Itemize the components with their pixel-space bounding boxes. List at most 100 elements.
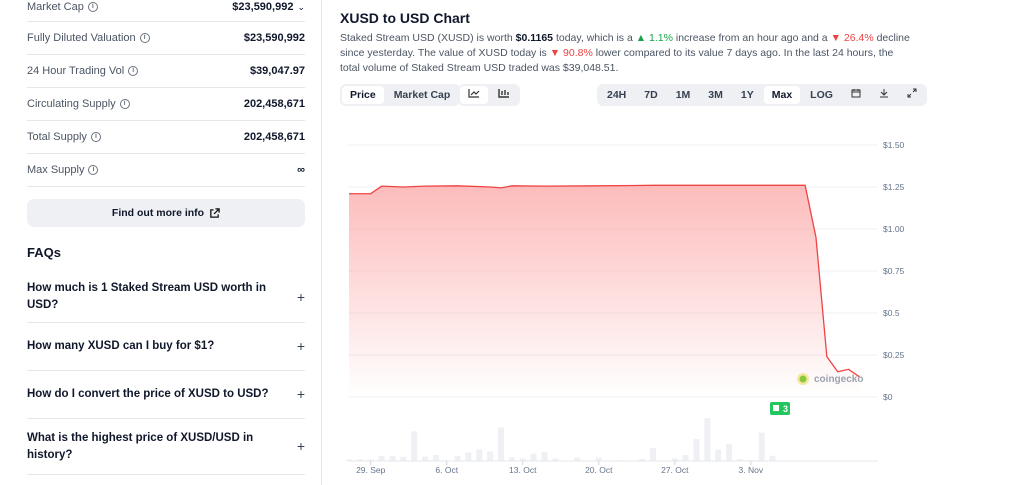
volume-bar (682, 454, 689, 461)
volume-bar (595, 457, 602, 461)
stat-value: $23,590,992 (232, 1, 294, 13)
chart-type-tabs (458, 84, 520, 106)
stat-label: Max Supply (27, 164, 85, 176)
coingecko-watermark: coingecko (814, 374, 863, 385)
volume-bar (715, 449, 722, 461)
info-icon[interactable]: i (90, 132, 101, 142)
y-tick-label: $0.75 (883, 266, 905, 276)
range-log[interactable]: LOG (810, 89, 833, 101)
download-icon (879, 89, 888, 98)
stat-value: $23,590,992 (243, 32, 305, 44)
y-tick-label: $0.25 (883, 350, 905, 360)
price-line (349, 184, 860, 378)
volume-bar (758, 432, 765, 461)
y-tick-label: $0.5 (883, 308, 900, 318)
tab-price[interactable]: Price (342, 86, 384, 104)
faq-question: How many XUSD can I buy for $1? (27, 340, 215, 352)
volume-bar (530, 453, 537, 461)
tab-market-cap[interactable]: Market Cap (393, 89, 451, 101)
range-24h[interactable]: 24H (607, 89, 627, 101)
line-chart-icon (468, 89, 480, 98)
calendar-icon (851, 89, 861, 98)
faq-item[interactable]: How much is 1 Staked Stream USD worth in… (27, 266, 305, 323)
faq-item[interactable]: How many XUSD can I buy for $1? + (27, 323, 305, 371)
info-icon[interactable]: i (87, 2, 98, 12)
volume-bar (432, 454, 439, 461)
price-area (349, 185, 860, 397)
candlestick-icon (498, 89, 509, 98)
find-more-info-button[interactable]: Find out more info (27, 199, 305, 227)
find-more-info-label: Find out more info (111, 207, 205, 219)
stat-label: Fully Diluted Valuation (27, 32, 136, 44)
volume-bar (411, 431, 418, 461)
x-tick-label: 3. Nov (739, 465, 764, 475)
volume-bar (541, 451, 548, 461)
y-tick-label: $1.50 (883, 140, 905, 150)
x-tick-label: 20. Oct (585, 465, 613, 475)
stat-label: Market Cap (27, 1, 84, 13)
info-icon[interactable]: i (88, 165, 99, 175)
volume-bar (769, 455, 776, 461)
x-tick-label: 13. Oct (509, 465, 537, 475)
volume-bar (508, 457, 515, 461)
range-1y[interactable]: 1Y (740, 89, 754, 101)
range-max[interactable]: Max (763, 86, 801, 104)
calendar-button[interactable] (843, 86, 869, 104)
info-icon[interactable]: i (139, 33, 150, 43)
plus-icon: + (296, 288, 305, 305)
volume-bar (346, 459, 352, 461)
volume-bar (465, 452, 472, 461)
volume-bar (639, 458, 646, 461)
candlestick-chart-button[interactable] (490, 86, 518, 104)
stat-label: 24 Hour Trading Vol (27, 65, 125, 77)
range-1m[interactable]: 1M (675, 89, 691, 101)
range-3m[interactable]: 3M (708, 89, 723, 101)
day-change: ▼ 26.4% (830, 32, 874, 44)
volume-bar (400, 456, 407, 461)
volume-bar (389, 455, 396, 461)
stat-value: ∞ (297, 164, 305, 176)
stat-value: 202,458,671 (243, 131, 305, 143)
volume-bar (693, 439, 700, 461)
stat-row: Total Supply i 202,458,671 (27, 121, 305, 154)
volume-bar (356, 459, 363, 461)
faq-item[interactable]: What is the highest price of XUSD/USD in… (27, 419, 305, 475)
stat-row: 24 Hour Trading Vol i $39,047.97 (27, 55, 305, 88)
plus-icon: + (296, 338, 305, 354)
info-icon[interactable]: i (119, 99, 130, 109)
range-7d[interactable]: 7D (644, 89, 658, 101)
price-description: Staked Stream USD (XUSD) is worth $0.116… (340, 32, 910, 74)
faq-question: How much is 1 Staked Stream USD worth in… (27, 282, 266, 311)
range-tabs: 24H 7D 1M 3M 1Y Max LOG (597, 84, 927, 106)
volume-bar (519, 458, 526, 461)
y-tick-label: $1.25 (883, 182, 905, 192)
x-tick-label: 27. Oct (661, 465, 689, 475)
info-icon[interactable]: i (128, 66, 139, 76)
stat-value: 202,458,671 (243, 98, 305, 110)
volume-bar (454, 455, 461, 461)
y-tick-label: $0 (883, 392, 893, 402)
faq-question: What is the highest price of XUSD/USD in… (27, 431, 254, 461)
stat-row: Fully Diluted Valuation i $23,590,992 (27, 22, 305, 55)
stat-value: $39,047.97 (249, 65, 305, 77)
stats-panel: Market Cap i $23,590,992 ⌄ Fully Diluted Val… (27, 0, 305, 475)
volume-bar (726, 444, 733, 461)
price-chart: $1.50 $1.25 $1.00 $0.75 $0.5 $0.25 $0 coingecko… (346, 140, 905, 475)
faq-question: How do I convert the price of XUSD to US… (27, 388, 269, 400)
y-tick-label: $1.00 (883, 224, 905, 234)
news-icon (773, 405, 779, 411)
volume-bar (574, 457, 581, 461)
chart-title: XUSD to USD Chart (340, 10, 470, 26)
chevron-down-icon[interactable]: ⌄ (297, 1, 305, 12)
volume-bar (487, 451, 494, 461)
week-change: ▼ 90.8% (549, 47, 593, 59)
metric-tabs: Price Market Cap (340, 84, 461, 106)
fullscreen-button[interactable] (899, 86, 925, 104)
download-button[interactable] (871, 86, 897, 104)
stat-row: Circulating Supply i 202,458,671 (27, 88, 305, 121)
line-chart-button[interactable] (460, 86, 488, 104)
faq-item[interactable]: How do I convert the price of XUSD to US… (27, 371, 305, 419)
x-tick-label: 29. Sep (356, 465, 386, 475)
event-badge-count: 3 (783, 404, 788, 414)
plus-icon: + (296, 438, 305, 454)
